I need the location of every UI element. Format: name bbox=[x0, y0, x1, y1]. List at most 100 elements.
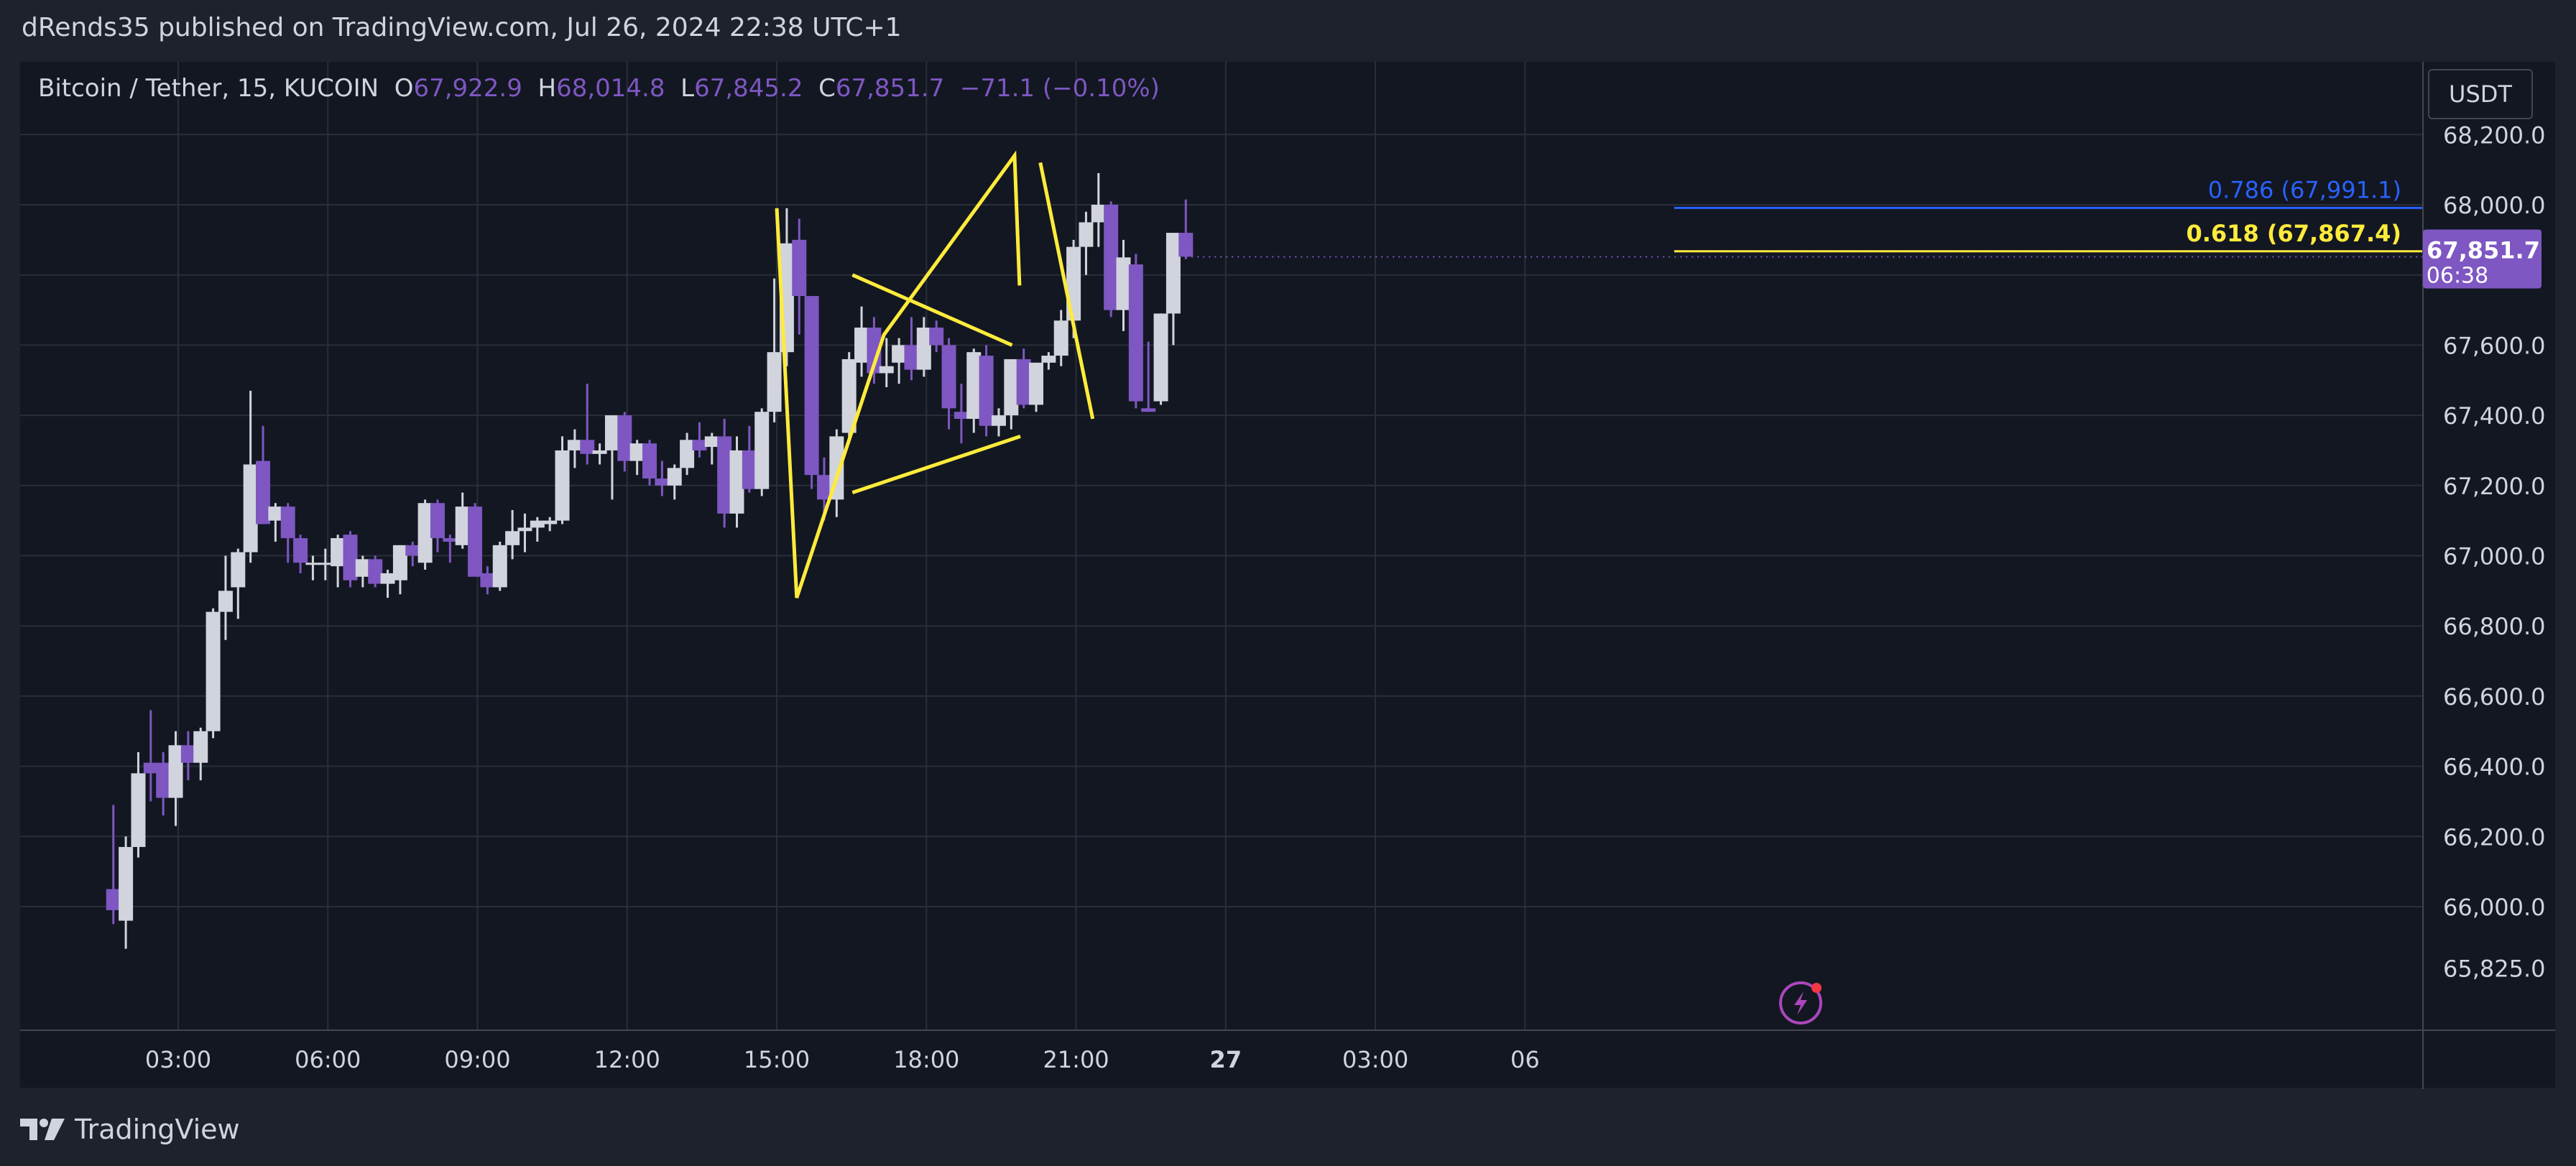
candle bbox=[318, 548, 333, 580]
candle-body bbox=[892, 345, 907, 363]
zigzag-drawing bbox=[775, 150, 1022, 598]
fib-level-label: 0.618 (67,867.4) bbox=[2186, 220, 2401, 247]
legend-high: 68,014.8 bbox=[556, 74, 665, 103]
candle-body bbox=[180, 745, 195, 763]
candle-body bbox=[318, 563, 333, 565]
candle bbox=[293, 535, 308, 573]
candle-body bbox=[455, 506, 470, 545]
candle-body bbox=[729, 450, 744, 514]
x-tick-label: 18:00 bbox=[893, 1046, 959, 1073]
candle-body bbox=[1116, 257, 1131, 310]
candle-body bbox=[1091, 205, 1106, 223]
candle bbox=[143, 710, 158, 802]
candle-body bbox=[867, 327, 882, 374]
y-tick-label: 66,200.0 bbox=[2443, 823, 2546, 851]
fib-level-label: 0.786 (67,991.1) bbox=[2208, 176, 2401, 203]
candle-body bbox=[704, 436, 719, 448]
bar-countdown: 06:38 bbox=[2427, 263, 2488, 288]
candle-body bbox=[642, 443, 657, 479]
candle bbox=[455, 492, 470, 549]
candle bbox=[443, 535, 458, 563]
currency-button[interactable]: USDT bbox=[2428, 69, 2533, 119]
legend-close-label: C bbox=[818, 74, 836, 103]
candle bbox=[979, 345, 994, 437]
candle bbox=[667, 464, 682, 500]
legend-low-label: L bbox=[680, 74, 695, 103]
candle-body bbox=[1165, 233, 1181, 314]
candle bbox=[1141, 341, 1156, 412]
candle bbox=[305, 555, 320, 580]
candle bbox=[492, 541, 507, 591]
candle-body bbox=[1104, 205, 1119, 310]
candle-body bbox=[143, 762, 158, 774]
candle bbox=[592, 443, 607, 465]
candle bbox=[1016, 348, 1031, 409]
lightning-icon[interactable] bbox=[1779, 981, 1822, 1024]
candle-body bbox=[841, 358, 857, 433]
candle-body bbox=[243, 464, 258, 552]
candle-body bbox=[567, 440, 582, 450]
candle bbox=[717, 418, 732, 528]
candle-body bbox=[816, 475, 831, 500]
candle bbox=[530, 517, 545, 542]
candle-body bbox=[592, 450, 607, 454]
candle bbox=[617, 412, 632, 472]
candle bbox=[280, 503, 295, 563]
candle bbox=[368, 555, 383, 588]
candle-body bbox=[131, 773, 146, 847]
candle bbox=[180, 731, 195, 781]
fib-levels: 0.786 (67,991.1) 0.618 (67,867.4) bbox=[1674, 176, 2423, 253]
candle bbox=[892, 338, 907, 384]
legend-high-label: H bbox=[537, 74, 557, 103]
candle bbox=[218, 555, 233, 640]
candle bbox=[1079, 211, 1094, 275]
last-price-value: 67,851.7 bbox=[2427, 236, 2540, 264]
candle-body bbox=[692, 440, 707, 450]
candle bbox=[380, 570, 395, 598]
candle-body bbox=[604, 415, 619, 450]
candle-body bbox=[231, 552, 246, 588]
candle-body bbox=[904, 345, 919, 370]
candle bbox=[168, 731, 183, 826]
candle bbox=[804, 296, 819, 489]
candle bbox=[268, 503, 283, 542]
candle-body bbox=[1153, 313, 1168, 402]
candle bbox=[405, 541, 420, 567]
x-tick-label: 21:00 bbox=[1043, 1046, 1109, 1073]
x-tick-label: 06:00 bbox=[295, 1046, 361, 1073]
pattern-drawings[interactable] bbox=[775, 150, 1095, 598]
legend-low: 67,845.2 bbox=[694, 74, 803, 103]
legend-open-label: O bbox=[394, 74, 414, 103]
candle-body bbox=[629, 443, 645, 461]
candle-body bbox=[543, 520, 558, 524]
candle-body bbox=[979, 356, 994, 426]
y-tick-label: 67,200.0 bbox=[2443, 473, 2546, 500]
candle bbox=[567, 429, 582, 468]
candle-body bbox=[517, 527, 532, 532]
candle-body bbox=[879, 366, 894, 374]
candle bbox=[1153, 313, 1168, 405]
x-tick-label: 09:00 bbox=[444, 1046, 510, 1073]
candle bbox=[1004, 358, 1019, 430]
legend-change: −71.1 (−0.10%) bbox=[959, 74, 1160, 103]
candle bbox=[904, 317, 919, 381]
candles bbox=[106, 173, 1194, 949]
candle bbox=[941, 338, 956, 430]
candle bbox=[841, 352, 857, 444]
y-tick-label: 66,600.0 bbox=[2443, 683, 2546, 711]
candle bbox=[131, 752, 146, 858]
candle bbox=[879, 338, 894, 388]
brand-name: TradingView bbox=[75, 1114, 240, 1145]
candle bbox=[256, 425, 271, 524]
candle-body bbox=[193, 731, 208, 763]
candle bbox=[642, 440, 657, 486]
candle bbox=[480, 566, 495, 595]
y-tick-label: 68,200.0 bbox=[2443, 121, 2546, 149]
candle-body bbox=[1053, 320, 1068, 356]
x-tick-label: 12:00 bbox=[594, 1046, 660, 1073]
y-tick-label: 66,800.0 bbox=[2443, 613, 2546, 640]
candle bbox=[754, 408, 770, 496]
y-tick-label: 66,400.0 bbox=[2443, 754, 2546, 781]
candle bbox=[991, 408, 1006, 437]
